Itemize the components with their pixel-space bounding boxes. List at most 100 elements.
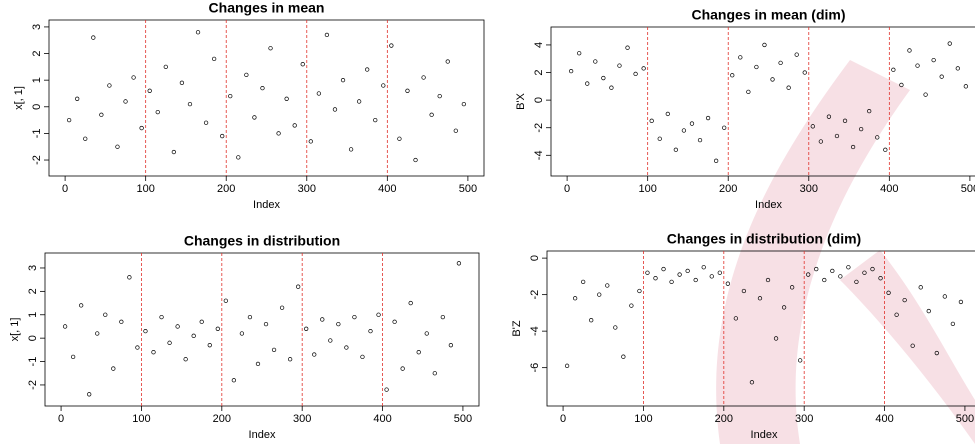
point bbox=[304, 327, 308, 331]
point bbox=[803, 71, 807, 75]
point bbox=[361, 355, 365, 359]
point bbox=[63, 325, 67, 329]
point bbox=[365, 68, 369, 72]
point bbox=[951, 322, 955, 326]
point bbox=[678, 273, 682, 277]
point bbox=[662, 267, 666, 271]
chart-title: Changes in distribution (dim) bbox=[667, 231, 861, 247]
point bbox=[430, 113, 434, 117]
point bbox=[390, 44, 394, 48]
point bbox=[79, 304, 83, 308]
point bbox=[597, 293, 601, 297]
point bbox=[932, 58, 936, 62]
point bbox=[95, 332, 99, 336]
x-axis-label: Index bbox=[751, 429, 778, 441]
point bbox=[417, 350, 421, 354]
point bbox=[666, 112, 670, 116]
point bbox=[280, 306, 284, 310]
point bbox=[208, 343, 212, 347]
point bbox=[702, 265, 706, 269]
point bbox=[726, 282, 730, 286]
point bbox=[622, 355, 626, 359]
x-tick-label: 100 bbox=[132, 413, 150, 425]
point bbox=[718, 271, 722, 275]
point bbox=[373, 118, 377, 122]
point bbox=[822, 278, 826, 282]
point bbox=[795, 53, 799, 57]
point bbox=[228, 94, 232, 98]
point bbox=[345, 346, 349, 350]
x-tick-label: 500 bbox=[459, 183, 477, 195]
y-tick-label: 2 bbox=[31, 50, 43, 56]
point bbox=[948, 42, 952, 46]
point bbox=[462, 102, 466, 106]
point bbox=[277, 132, 281, 136]
point bbox=[293, 124, 297, 128]
point bbox=[212, 57, 216, 61]
point bbox=[847, 265, 851, 269]
point bbox=[787, 86, 791, 90]
point bbox=[188, 102, 192, 106]
plot-box bbox=[45, 253, 479, 406]
point bbox=[200, 320, 204, 324]
point bbox=[124, 100, 128, 104]
point bbox=[959, 300, 963, 304]
plot-box bbox=[49, 20, 484, 176]
point bbox=[100, 113, 104, 117]
point bbox=[152, 350, 156, 354]
point bbox=[67, 118, 71, 122]
y-tick-label: 3 bbox=[27, 265, 39, 271]
point bbox=[393, 320, 397, 324]
point bbox=[406, 89, 410, 93]
point bbox=[83, 137, 87, 141]
point bbox=[706, 116, 710, 120]
y-tick-label: 0 bbox=[27, 335, 39, 341]
point bbox=[325, 33, 329, 37]
point bbox=[317, 92, 321, 96]
point bbox=[264, 322, 268, 326]
point bbox=[87, 393, 91, 397]
y-tick-label: -6 bbox=[529, 363, 541, 373]
point bbox=[730, 73, 734, 77]
y-tick-label: -2 bbox=[529, 290, 541, 300]
x-tick-label: 300 bbox=[800, 183, 818, 195]
point bbox=[112, 367, 116, 371]
x-tick-label: 400 bbox=[875, 413, 893, 425]
point bbox=[441, 315, 445, 319]
point bbox=[630, 304, 634, 308]
point bbox=[216, 327, 220, 331]
point bbox=[92, 36, 96, 40]
point bbox=[369, 329, 373, 333]
y-tick-label: 3 bbox=[31, 24, 43, 30]
x-tick-label: 100 bbox=[634, 413, 652, 425]
point bbox=[168, 341, 172, 345]
point bbox=[454, 129, 458, 133]
point bbox=[245, 73, 249, 77]
y-tick-label: -2 bbox=[27, 380, 39, 390]
y-tick-label: 1 bbox=[31, 77, 43, 83]
point bbox=[658, 137, 662, 141]
point bbox=[710, 275, 714, 279]
point bbox=[377, 313, 381, 317]
y-axis-label: B'Z bbox=[511, 320, 523, 336]
point bbox=[884, 148, 888, 152]
y-axis-label: x[, 1] bbox=[9, 318, 21, 342]
point bbox=[401, 367, 405, 371]
point bbox=[943, 295, 947, 299]
y-tick-label: -4 bbox=[529, 326, 541, 336]
point bbox=[329, 339, 333, 343]
x-tick-label: 200 bbox=[715, 413, 733, 425]
x-tick-label: 200 bbox=[217, 183, 235, 195]
y-tick-label: -1 bbox=[31, 129, 43, 139]
point bbox=[694, 278, 698, 282]
point bbox=[382, 84, 386, 88]
point bbox=[940, 75, 944, 79]
point bbox=[204, 121, 208, 125]
point bbox=[682, 129, 686, 133]
point bbox=[337, 322, 341, 326]
point bbox=[220, 134, 224, 138]
point bbox=[964, 85, 968, 89]
point bbox=[670, 280, 674, 284]
point bbox=[610, 86, 614, 90]
point bbox=[916, 64, 920, 68]
